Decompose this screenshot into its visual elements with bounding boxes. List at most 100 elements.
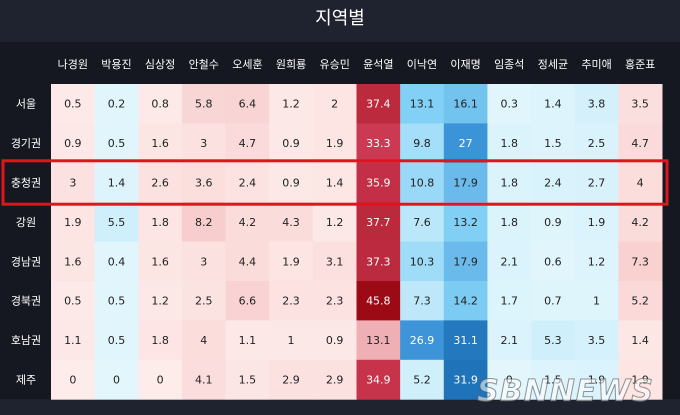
cell-value: 1.6 [64, 255, 82, 268]
heatmap-cell [269, 123, 314, 164]
cell-value: 45.8 [366, 295, 391, 308]
heatmap-cell [312, 281, 357, 321]
heatmap-cell [269, 320, 314, 361]
heatmap-cell [574, 241, 619, 282]
cell-value: 3.6 [195, 177, 213, 190]
cell-value: 1.4 [631, 334, 649, 347]
heatmap-cell [400, 320, 445, 361]
cell-value: 2.6 [151, 177, 169, 190]
heatmap-cell [531, 241, 576, 282]
cell-value: 0.5 [64, 98, 82, 111]
heatmap-cell [225, 241, 270, 282]
cell-value: 6.6 [239, 295, 257, 308]
cell-value: 1.2 [282, 98, 300, 111]
cell-value: 14.2 [453, 295, 478, 308]
cell-value: 1.8 [501, 177, 519, 190]
cell-value: 4 [637, 177, 644, 190]
heatmap-cell [356, 281, 401, 321]
cell-value: 0.9 [544, 216, 562, 229]
cell-value: 0.2 [108, 98, 126, 111]
heatmap-cell [443, 241, 488, 282]
heatmap-cell [312, 359, 357, 400]
heatmap-cell [138, 320, 183, 361]
cell-value: 10.3 [410, 255, 435, 268]
cell-value: 1 [593, 295, 600, 308]
heatmap-cell [269, 162, 314, 203]
column-header-윤석열: 윤석열 [363, 58, 393, 71]
heatmap-cell [51, 359, 96, 400]
cell-value: 3 [69, 177, 76, 190]
heatmap-cell [181, 281, 227, 321]
cell-value: 1.8 [151, 334, 169, 347]
heatmap-cell [400, 123, 445, 164]
cell-value: 1.7 [501, 295, 519, 308]
cell-value: 4.4 [239, 255, 257, 268]
cell-value: 1.4 [326, 177, 344, 190]
heatmap-cell [400, 281, 445, 321]
chart-title: 지역별 [315, 8, 365, 29]
column-header-임종석: 임종석 [494, 58, 524, 71]
cell-value: 2.5 [195, 295, 213, 308]
heatmap-cell [443, 320, 488, 361]
cell-value: 0.7 [544, 295, 562, 308]
cell-value: 2.9 [282, 374, 300, 387]
cell-value: 4.7 [239, 137, 257, 150]
column-header-나경원: 나경원 [58, 58, 88, 71]
cell-value: 3 [200, 137, 207, 150]
cell-value: 0 [506, 374, 513, 387]
heatmap-cell [574, 162, 619, 203]
heatmap-cell [225, 281, 270, 321]
heatmap-cell [487, 281, 532, 321]
cell-value: 2.3 [282, 295, 300, 308]
heatmap-cell [181, 241, 227, 282]
cell-value: 1.9 [588, 374, 606, 387]
cell-value: 2.7 [588, 177, 606, 190]
heatmap-cell [138, 359, 183, 400]
cell-value: 0 [113, 374, 120, 387]
heatmap-cell [181, 320, 227, 361]
heatmap-cell [94, 359, 139, 400]
heatmap-cell [618, 84, 663, 124]
cell-value: 0 [157, 374, 164, 387]
heatmap-cell [443, 202, 488, 243]
cell-value: 1.2 [588, 255, 606, 268]
heatmap-cell [618, 123, 663, 164]
heatmap-cell [400, 202, 445, 243]
cell-value: 0.8 [151, 98, 169, 111]
cell-value: 10.8 [410, 177, 435, 190]
heatmap-cell [51, 281, 96, 321]
heatmap-cell [487, 202, 532, 243]
cell-value: 3.1 [326, 255, 344, 268]
heatmap-cell [531, 359, 576, 400]
heatmap-cell [138, 241, 183, 282]
cell-value: 1.9 [631, 374, 649, 387]
heatmap-cell [356, 202, 401, 243]
heatmap-cell [618, 359, 663, 400]
heatmap-cell [51, 123, 96, 164]
cell-value: 35.9 [366, 177, 391, 190]
heatmap-cell [312, 202, 357, 243]
heatmap-cell [443, 281, 488, 321]
heatmap-cell [443, 84, 488, 124]
heatmap-cell [94, 162, 139, 203]
heatmap-cell [400, 241, 445, 282]
heatmap-cell [138, 84, 183, 124]
cell-value: 4.2 [631, 216, 649, 229]
heatmap-cell [574, 84, 619, 124]
cell-value: 7.3 [413, 295, 431, 308]
cell-value: 1.9 [64, 216, 82, 229]
heatmap-cell [618, 320, 663, 361]
cell-value: 5.8 [195, 98, 213, 111]
cell-value: 0.5 [108, 334, 126, 347]
cell-value: 1.9 [326, 137, 344, 150]
cell-value: 3.5 [588, 334, 606, 347]
row-label-강원: 강원 [16, 216, 36, 229]
cell-value: 0.9 [64, 137, 82, 150]
cell-value: 13.1 [366, 334, 391, 347]
cell-value: 33.3 [366, 137, 391, 150]
column-header-유승민: 유승민 [319, 58, 349, 71]
heatmap-cell [312, 84, 357, 124]
heatmap-cell [51, 241, 96, 282]
cell-value: 13.2 [453, 216, 478, 229]
